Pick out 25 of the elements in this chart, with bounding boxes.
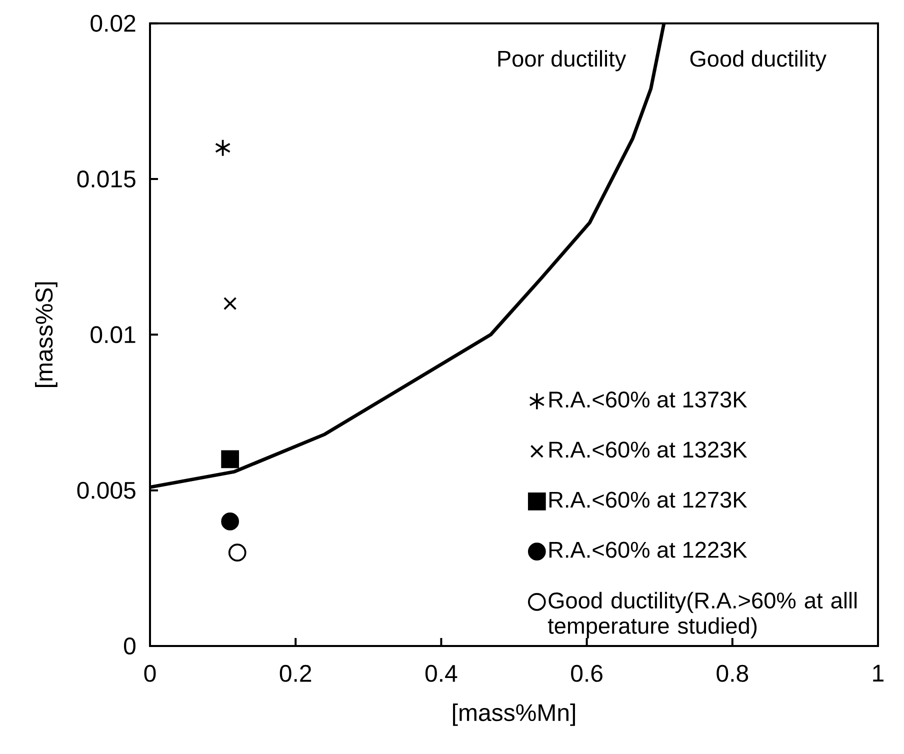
legend-label: R.A.<60% at 1323K: [549, 442, 748, 458]
x-tick-label: 0.6: [571, 664, 602, 682]
y-tick-label: 0.005: [77, 482, 136, 499]
y-tick-label: 0.01: [90, 326, 136, 344]
point: [228, 544, 246, 562]
annotation: Good ductility: [690, 50, 826, 72]
legend-label: R.A.<60% at 1273K: [549, 492, 748, 508]
point: [221, 512, 240, 530]
y-axis-title: [mass%S]: [35, 282, 58, 387]
point: [221, 450, 240, 468]
x-tick-label: 1: [873, 664, 884, 682]
x-tick-label: 0.2: [280, 664, 312, 682]
x-tick-label: 0: [144, 664, 156, 682]
point: [223, 296, 237, 310]
x-axis-title: [mass%Mn]: [453, 704, 575, 726]
y-tick-label: 0: [124, 637, 136, 654]
legend-label: Good ductility(R.A.>60% at alll temperature studied): [548, 592, 857, 638]
y-tick-label: 0.015: [77, 170, 136, 188]
y-tick-label: 0.02: [90, 14, 136, 32]
point: [214, 138, 231, 157]
x-tick-label: 0.8: [716, 664, 748, 682]
x-tick-label: 0.4: [425, 664, 458, 682]
annotation: Poor ductility: [498, 50, 626, 72]
legend-label: R.A.<60% at 1373K: [549, 392, 748, 408]
legend-label: R.A.<60% at 1223K: [549, 542, 748, 558]
